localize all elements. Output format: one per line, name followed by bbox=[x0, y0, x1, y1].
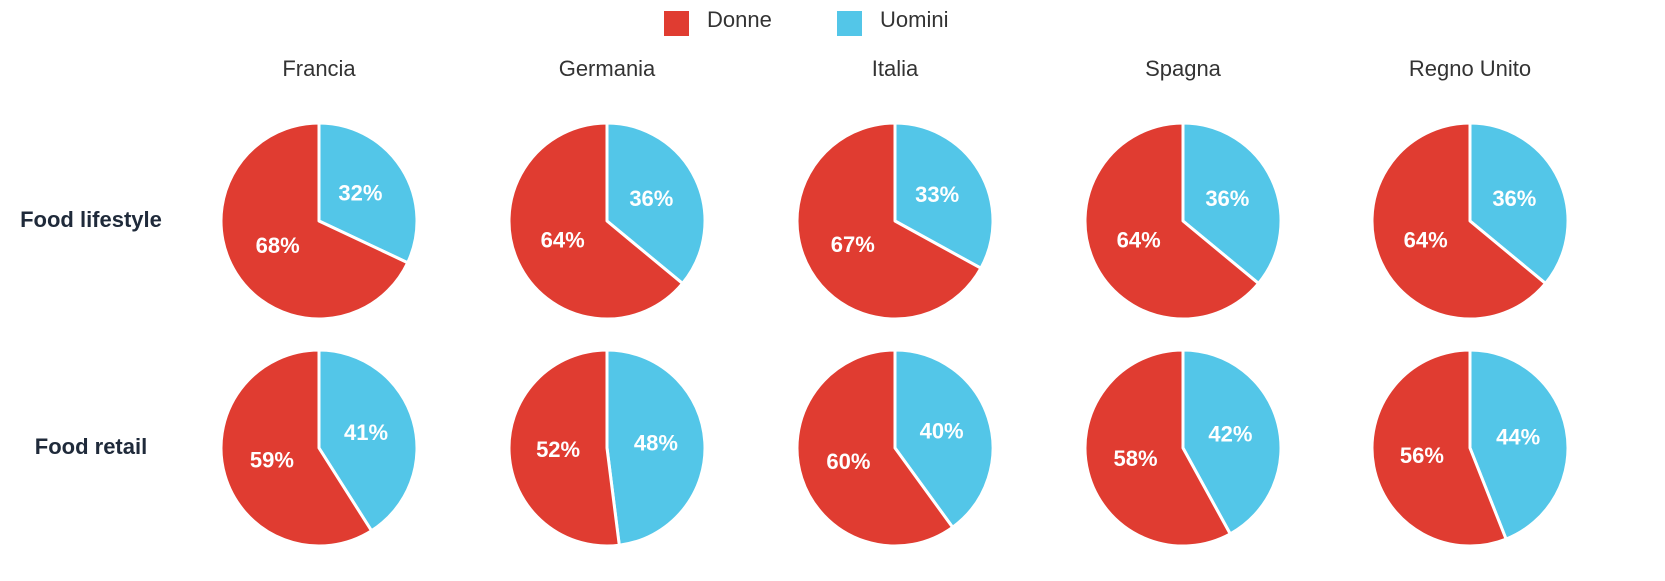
slice-label: 44% bbox=[1496, 425, 1540, 450]
slice-label: 59% bbox=[250, 447, 294, 472]
column-title: Spagna bbox=[1145, 56, 1222, 81]
slice-label: 58% bbox=[1114, 446, 1158, 471]
legend-swatch bbox=[664, 11, 689, 36]
slice-label: 64% bbox=[1404, 228, 1448, 253]
pie-slice bbox=[605, 121, 707, 285]
column-title: Regno Unito bbox=[1409, 56, 1531, 81]
pie-slice bbox=[507, 348, 621, 548]
slice-label: 68% bbox=[256, 233, 300, 258]
pie-slice bbox=[795, 121, 983, 321]
slice-label: 56% bbox=[1400, 443, 1444, 468]
legend-label: Uomini bbox=[880, 7, 948, 32]
slice-label: 60% bbox=[826, 449, 870, 474]
slice-label: 40% bbox=[920, 419, 964, 444]
pie-slice bbox=[1370, 348, 1508, 548]
pie-slice bbox=[1181, 121, 1283, 285]
pie-slice bbox=[507, 121, 685, 321]
slice-label: 67% bbox=[831, 232, 875, 257]
slice-label: 52% bbox=[536, 437, 580, 462]
pie-slice bbox=[317, 121, 419, 265]
pie-slice bbox=[219, 348, 374, 548]
slice-label: 64% bbox=[541, 228, 585, 253]
slice-label: 41% bbox=[344, 420, 388, 445]
slice-label: 33% bbox=[915, 182, 959, 207]
pie-slice bbox=[1083, 121, 1261, 321]
slice-label: 64% bbox=[1117, 228, 1161, 253]
column-title: Germania bbox=[559, 56, 656, 81]
slice-label: 36% bbox=[1492, 186, 1536, 211]
legend-label: Donne bbox=[707, 7, 772, 32]
pie-slice bbox=[893, 348, 995, 529]
pie-slice bbox=[1370, 121, 1548, 321]
pie-slice bbox=[1468, 121, 1570, 285]
pie-slice bbox=[795, 348, 955, 548]
slice-label: 48% bbox=[634, 431, 678, 456]
row-label: Food lifestyle bbox=[20, 207, 162, 232]
pie-slice bbox=[605, 348, 707, 547]
slice-label: 36% bbox=[1205, 186, 1249, 211]
column-title: Italia bbox=[872, 56, 919, 81]
slice-label: 42% bbox=[1208, 422, 1252, 447]
pie-slice bbox=[219, 121, 410, 321]
pie-slice bbox=[893, 121, 995, 270]
pie-slice bbox=[1181, 348, 1283, 536]
legend-swatch bbox=[837, 11, 862, 36]
row-label: Food retail bbox=[35, 434, 147, 459]
column-title: Francia bbox=[282, 56, 356, 81]
slice-label: 32% bbox=[338, 181, 382, 206]
pie-slice bbox=[1468, 348, 1570, 541]
pie-slice bbox=[1083, 348, 1232, 548]
slice-label: 36% bbox=[629, 186, 673, 211]
